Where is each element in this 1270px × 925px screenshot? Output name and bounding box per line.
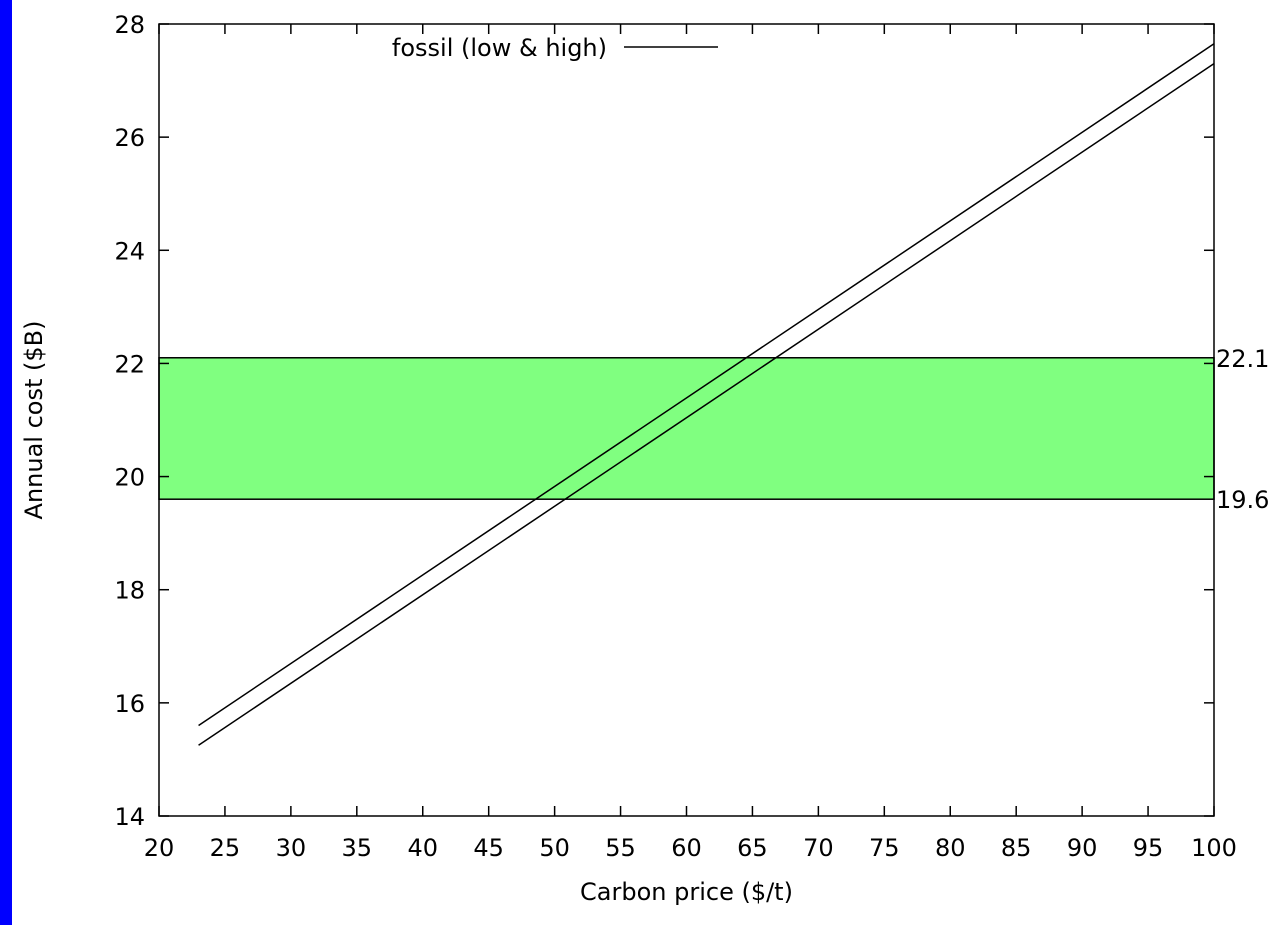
y-tick-label: 28	[114, 11, 145, 39]
y-tick-label: 20	[114, 464, 145, 492]
chart-frame: 20 25 30 35 40 45 50 55 60 65 70 75 80 85 90 95 100 14 16 1…	[12, 0, 1270, 925]
x-tick-label: 95	[1133, 834, 1164, 862]
series-line-high	[198, 43, 1215, 727]
x-axis-title: Carbon price ($/t)	[580, 878, 793, 906]
legend: fossil (low & high)	[392, 34, 718, 62]
band-low-label: 19.6	[1216, 486, 1269, 514]
x-tick-label: 30	[276, 834, 307, 862]
x-tick-label: 65	[737, 834, 768, 862]
x-tick-label: 80	[935, 834, 966, 862]
y-tick-label: 26	[114, 124, 145, 152]
x-tick-label: 25	[210, 834, 241, 862]
series-line-low	[198, 62, 1215, 746]
x-tick-label: 40	[407, 834, 438, 862]
band-high-label: 22.1	[1216, 345, 1269, 373]
cost-band	[158, 357, 1215, 500]
legend-label: fossil (low & high)	[392, 34, 607, 62]
y-axis-title: Annual cost ($B)	[20, 321, 48, 520]
x-tick-label: 70	[803, 834, 834, 862]
x-tick-label: 55	[605, 834, 636, 862]
x-tick-label: 60	[671, 834, 702, 862]
y-tick-label: 22	[114, 350, 145, 378]
x-tick-label: 35	[342, 834, 373, 862]
y-tick-label: 14	[114, 803, 145, 831]
x-tick-label: 50	[539, 834, 570, 862]
y-tick-label: 16	[114, 690, 145, 718]
x-tick-label: 85	[1001, 834, 1032, 862]
chart-svg: 20 25 30 35 40 45 50 55 60 65 70 75 80 85 90 95 100 14 16 1…	[20, 11, 1269, 906]
x-tick-label: 20	[144, 834, 175, 862]
x-tick-label: 75	[869, 834, 900, 862]
y-tick-label: 18	[114, 577, 145, 605]
x-tick-label: 100	[1191, 834, 1237, 862]
x-tick-label: 90	[1067, 834, 1098, 862]
y-tick-label: 24	[114, 237, 145, 265]
x-tick-label: 45	[473, 834, 504, 862]
